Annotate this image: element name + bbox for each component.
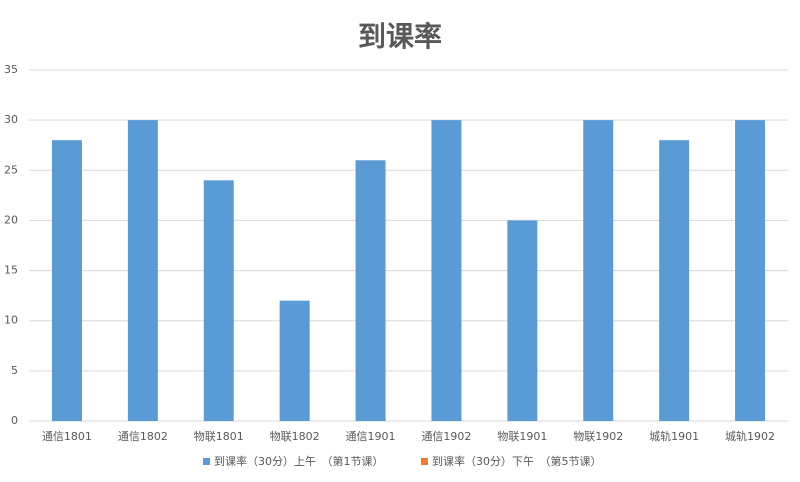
y-tick-label: 5 <box>11 364 18 377</box>
bar <box>431 120 462 422</box>
y-tick-label: 10 <box>4 314 18 327</box>
y-tick-label: 35 <box>4 63 18 76</box>
bar <box>51 140 82 421</box>
y-tick-label: 15 <box>4 264 18 277</box>
chart-title: 到课率 <box>358 20 442 53</box>
x-tick-label: 城轨1902 <box>725 429 775 443</box>
bar <box>507 220 538 421</box>
x-tick-label: 通信1901 <box>346 430 396 443</box>
legend-swatch <box>203 458 210 465</box>
bar <box>583 120 614 422</box>
y-tick-label: 25 <box>4 163 18 176</box>
y-tick-label: 20 <box>4 213 18 226</box>
bar <box>203 180 234 421</box>
bar <box>279 300 310 421</box>
y-tick-label: 30 <box>4 113 18 126</box>
x-tick-label: 物联1802 <box>270 429 320 443</box>
x-tick-label: 物联1902 <box>573 429 623 443</box>
x-tick-label: 通信1902 <box>421 430 471 443</box>
legend-label: 到课率（30分）下午 （第5节课） <box>432 454 602 468</box>
bar <box>127 120 158 422</box>
x-tick-label: 城轨1901 <box>649 429 699 443</box>
legend-swatch <box>421 458 428 465</box>
bar <box>735 120 766 422</box>
x-tick-label: 物联1901 <box>497 429 547 443</box>
legend-label: 到课率（30分）上午 （第1节课） <box>214 454 384 468</box>
x-tick-label: 物联1801 <box>194 429 244 443</box>
bar <box>659 140 690 421</box>
x-tick-label: 通信1801 <box>42 430 92 443</box>
x-tick-label: 通信1802 <box>118 430 168 443</box>
bar <box>355 160 386 421</box>
y-tick-label: 0 <box>11 414 18 427</box>
